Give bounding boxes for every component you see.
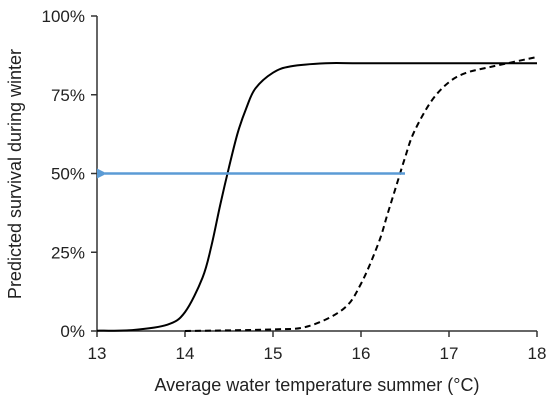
y-tick-label: 75%: [51, 86, 85, 105]
x-tick-label: 13: [88, 344, 107, 363]
series-dashed-line: [184, 55, 538, 332]
y-tick-label: 50%: [51, 165, 85, 184]
y-axis-label: Predicted survival during winter: [5, 49, 25, 299]
plot-area: 0% 25% 50% 75% 100% 13 14 15 16 17 18: [42, 7, 547, 363]
series-layer: [96, 55, 538, 332]
y-tick-label: 100%: [42, 7, 85, 26]
x-tick-label: 15: [264, 344, 283, 363]
x-axis-ticks: 13 14 15 16 17 18: [88, 331, 547, 363]
x-tick-label: 14: [176, 344, 195, 363]
x-axis-label: Average water temperature summer (°C): [155, 375, 480, 395]
y-tick-label: 25%: [51, 243, 85, 262]
y-tick-label: 0%: [60, 322, 85, 341]
series-solid-line: [96, 62, 537, 332]
x-tick-label: 17: [440, 344, 459, 363]
y-axis-ticks: 0% 25% 50% 75% 100%: [42, 7, 97, 341]
x-tick-label: 16: [352, 344, 371, 363]
x-tick-label: 18: [528, 344, 547, 363]
